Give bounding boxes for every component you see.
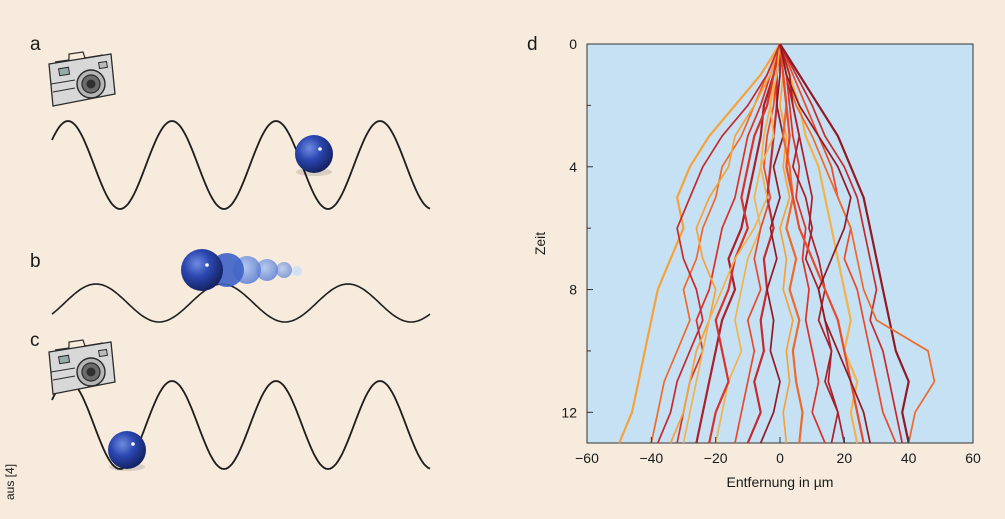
x-axis-label: Entfernung in µm [727, 474, 834, 490]
trajectory-line [779, 43, 871, 444]
x-tick-label: −60 [575, 450, 599, 466]
trajectory-line [734, 43, 781, 444]
trajectory-line [714, 43, 781, 444]
y-tick-label: 12 [561, 404, 577, 420]
panel-label-d: d [527, 34, 538, 55]
wave-b [51, 283, 431, 323]
x-tick-label: −40 [639, 450, 663, 466]
y-tick-label: 4 [569, 159, 577, 175]
trajectory-line [708, 43, 782, 444]
trajectory-line [669, 43, 781, 444]
trajectory-line [759, 44, 785, 444]
trajectory-line [779, 43, 904, 444]
y-axis-label: Zeit [532, 232, 548, 255]
y-tick-label: 0 [569, 36, 577, 52]
trajectory-line [746, 43, 782, 444]
panel-label-c: c [30, 330, 40, 351]
trajectory-line [779, 43, 794, 444]
series-layer [618, 43, 936, 444]
trajectory-line [778, 43, 859, 444]
trajectory-line [676, 43, 781, 444]
axes: −60 −40 −20 0 20 40 60 0 4 8 12 [561, 36, 981, 466]
camera-icon [48, 339, 116, 395]
panel-label-b: b [30, 251, 41, 272]
x-tick-label: 0 [776, 450, 784, 466]
trajectory-line [779, 43, 910, 444]
trajectory-line [682, 43, 781, 444]
x-tick-label: 20 [837, 450, 853, 466]
camera-icon [48, 51, 116, 107]
trajectory-line [779, 43, 826, 444]
wave-illustration [48, 51, 431, 471]
trajectory-line [657, 43, 781, 444]
trajectory-line [695, 43, 782, 444]
trajectory-line [779, 43, 839, 444]
wave-c [51, 380, 431, 470]
moving-sphere-trail [181, 249, 302, 291]
x-tick-label: 60 [965, 450, 981, 466]
trajectory-line [778, 43, 865, 444]
trajectory-line [779, 43, 897, 444]
wave-a [51, 120, 431, 210]
trajectory-line [779, 43, 936, 444]
x-tick-label: −20 [704, 450, 728, 466]
y-tick-label: 8 [569, 282, 577, 298]
trajectory-line [618, 43, 781, 444]
sphere-icon [295, 135, 333, 176]
plot-area [586, 43, 974, 444]
sphere-icon [108, 431, 146, 471]
x-tick-label: 40 [901, 450, 917, 466]
panel-label-a: a [30, 34, 41, 55]
